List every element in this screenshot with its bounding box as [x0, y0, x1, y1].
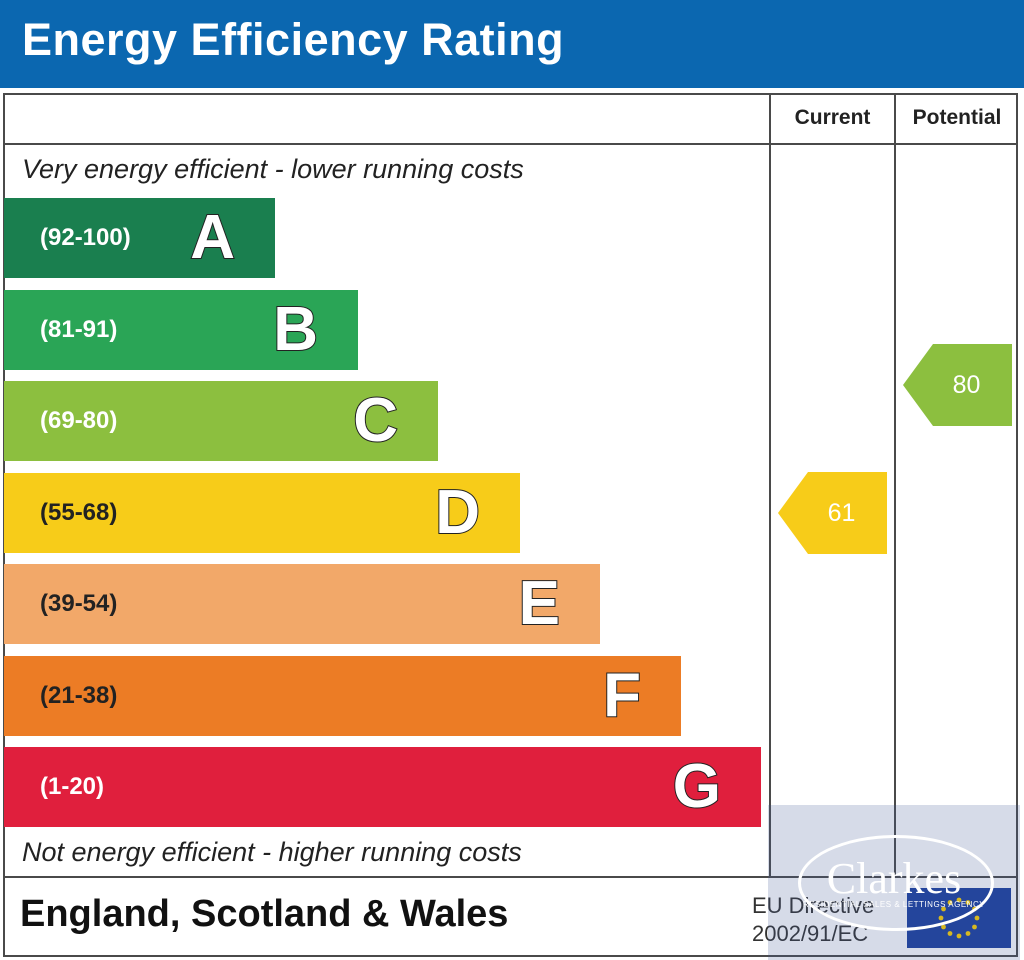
band-range-label: (92-100)	[40, 224, 131, 251]
band-range-label: (55-68)	[40, 499, 118, 526]
header-bar: Energy Efficiency Rating	[0, 0, 1024, 88]
agency-logo-name: Clarkes	[826, 854, 962, 903]
band-range-label: (1-20)	[40, 773, 105, 800]
current-rating-arrow: 61	[778, 472, 887, 554]
band-range-label: (81-91)	[40, 316, 118, 343]
column-header-current: Current	[794, 106, 871, 129]
band-letter: C	[352, 385, 399, 456]
potential-rating-value: 80	[952, 371, 981, 399]
band-d: (55-68) D	[4, 473, 520, 553]
current-arrow-shape	[778, 472, 887, 554]
band-letter: E	[518, 568, 561, 639]
band-c: (69-80) C	[4, 381, 438, 461]
potential-column-divider	[894, 93, 896, 878]
potential-arrow-shape	[903, 344, 1012, 426]
band-b: (81-91) B	[4, 290, 358, 370]
bottom-note: Not energy efficient - higher running co…	[22, 837, 522, 867]
current-rating-value: 61	[827, 499, 856, 527]
current-column-divider	[769, 93, 771, 878]
band-letter: D	[434, 477, 481, 548]
potential-rating-arrow: 80	[903, 344, 1012, 426]
band-a: (92-100) A	[4, 198, 275, 278]
page-title: Energy Efficiency Rating	[22, 14, 565, 65]
band-e: (39-54) E	[4, 564, 600, 644]
top-note: Very energy efficient - lower running co…	[22, 154, 524, 184]
header-row-divider	[3, 143, 1018, 145]
agency-logo-tagline: RESIDENTIAL SALES & LETTINGS AGENCY	[802, 900, 986, 909]
band-letter: F	[602, 660, 642, 731]
band-letter: B	[272, 294, 319, 365]
region-label: England, Scotland & Wales	[20, 893, 509, 935]
agency-watermark: Clarkes RESIDENTIAL SALES & LETTINGS AGE…	[768, 805, 1020, 960]
band-g: (1-20) G	[4, 747, 761, 827]
band-f: (21-38) F	[4, 656, 681, 736]
footer-divider	[3, 876, 1018, 878]
band-range-label: (69-80)	[40, 407, 118, 434]
band-letter: A	[189, 202, 236, 273]
agency-logo-ring	[798, 835, 994, 931]
band-range-label: (21-38)	[40, 682, 118, 709]
column-header-potential: Potential	[912, 106, 1002, 129]
band-range-label: (39-54)	[40, 590, 118, 617]
band-letter: G	[672, 751, 722, 822]
